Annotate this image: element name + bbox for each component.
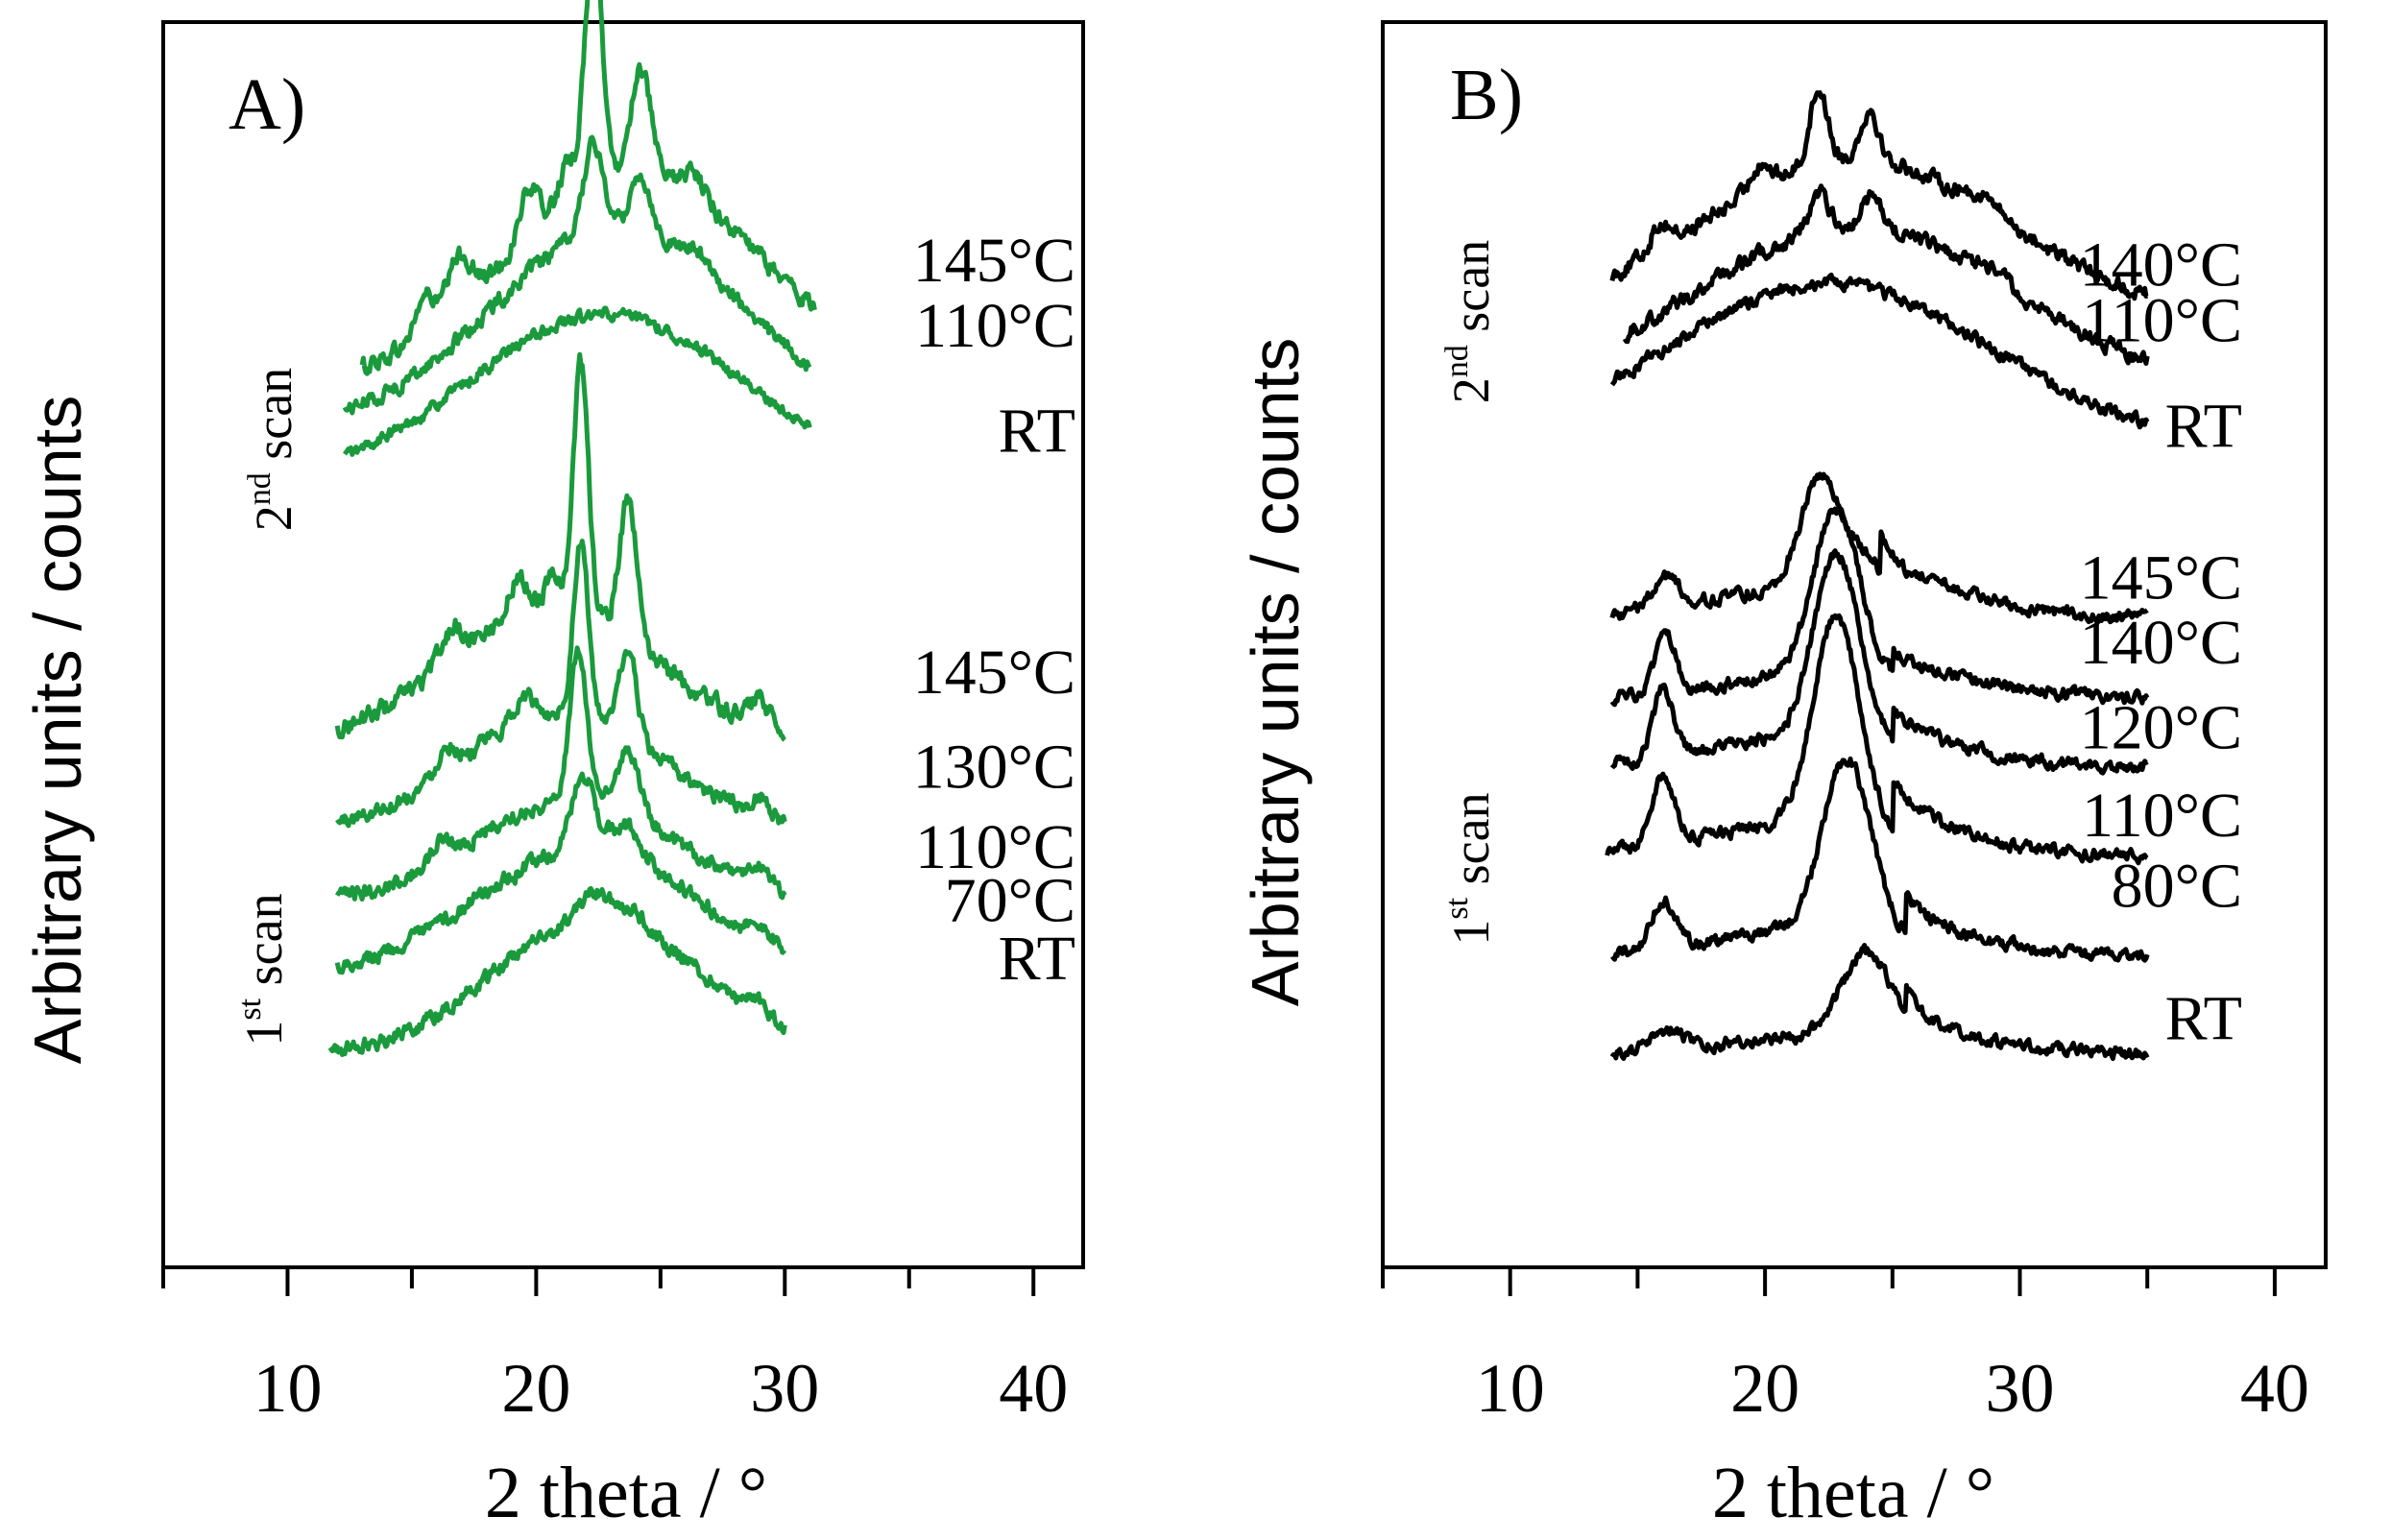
series-line	[1609, 943, 2150, 1062]
series-label: 145°C	[913, 638, 1075, 708]
panel-a-x-axis-title: 2 theta / °	[485, 1453, 767, 1533]
series-label: RT	[2165, 391, 2242, 461]
series-line	[335, 539, 787, 829]
series-line	[1609, 505, 2150, 708]
series-line	[359, 0, 817, 376]
panel-a-y-axis-title: Arbitrary units / counts	[20, 396, 95, 1064]
series-label: RT	[999, 924, 1075, 994]
series-label: 80°C	[2112, 852, 2242, 922]
panel-b-scan-group-label: 1st scan	[1439, 792, 1500, 945]
x-tick-label: 30	[750, 1350, 819, 1427]
series-label: 110°C	[2082, 285, 2242, 355]
panel-a-x-axis: 10 20 30 40	[161, 1267, 1068, 1427]
series-label: RT	[999, 396, 1075, 466]
series-line	[334, 351, 786, 742]
series-label: 140°C	[2080, 229, 2242, 300]
x-tick-label: 10	[1476, 1350, 1545, 1427]
series-line	[1610, 756, 2150, 963]
panel-a-scan-group-label: 1st scan	[232, 893, 293, 1046]
panel-a-frame	[161, 20, 1085, 1269]
series-label: 145°C	[913, 226, 1075, 296]
panel-a-traces	[327, 0, 817, 1057]
series-label: 110°C	[915, 291, 1075, 361]
x-tick-label: 20	[1730, 1350, 1799, 1427]
series-line	[335, 645, 787, 902]
series-line	[1609, 90, 2149, 301]
series-line	[1609, 471, 2149, 625]
panel-b-x-axis: 10 20 30 40	[1381, 1267, 2309, 1427]
series-line	[342, 134, 812, 416]
series-label: 140°C	[2080, 608, 2242, 678]
panel-b-y-axis-title: Arbitrary units / counts	[1238, 338, 1313, 1006]
panel-a: 10 20 30 40 145°C110°CRT145°C130°C110°C70°C…	[20, 0, 1085, 1533]
series-line	[342, 305, 812, 457]
series-line	[1609, 548, 2149, 776]
panel-a-label: A)	[229, 64, 305, 145]
x-tick-label: 40	[999, 1350, 1068, 1427]
series-label: 120°C	[2080, 692, 2242, 762]
series-label: 130°C	[913, 732, 1075, 802]
panel-b-traces	[1605, 90, 2150, 1062]
x-tick-label: 40	[2240, 1350, 2309, 1427]
x-tick-label: 20	[501, 1350, 570, 1427]
series-label: 110°C	[2082, 781, 2242, 851]
series-line	[1609, 272, 2150, 430]
series-line	[1622, 183, 2150, 366]
series-line	[334, 771, 787, 975]
x-tick-label: 30	[1986, 1350, 2055, 1427]
panel-b: 10 20 30 40 140°C110°CRT145°C140°C120°C110°…	[1238, 20, 2328, 1533]
series-label: 70°C	[945, 866, 1075, 936]
panel-b-frame	[1381, 20, 2328, 1269]
panel-a-scan-group-label: 2nd scan	[242, 368, 302, 531]
series-label: 145°C	[2080, 542, 2242, 613]
x-tick-label: 10	[253, 1350, 322, 1427]
series-line	[1605, 613, 2149, 866]
series-line	[327, 885, 787, 1057]
panel-b-scan-group-label: 2nd scan	[1439, 240, 1500, 403]
series-label: RT	[2165, 984, 2242, 1054]
series-label: 110°C	[915, 812, 1075, 882]
panel-b-x-axis-title: 2 theta / °	[1712, 1453, 1994, 1533]
panel-b-label: B)	[1450, 55, 1523, 135]
